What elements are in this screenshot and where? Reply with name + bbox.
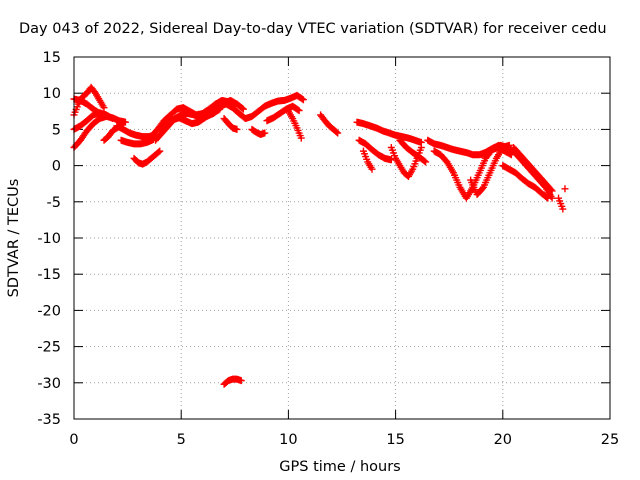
- data-track-arc-12: [209, 100, 250, 123]
- y-tick-label: -10: [37, 231, 61, 247]
- x-tick-label: 15: [386, 432, 404, 448]
- data-point: [548, 187, 556, 195]
- data-point: [238, 104, 246, 112]
- chart-title: Day 043 of 2022, Sidereal Day-to-day VTE…: [19, 21, 607, 37]
- data-point: [421, 157, 429, 165]
- data-point: [478, 185, 486, 193]
- y-tick-label: -5: [47, 195, 61, 211]
- data-point: [547, 186, 555, 194]
- y-tick-labels: 15 10 5 0 -5 -10 -15 -20 -25 -30 -35: [37, 50, 61, 428]
- plot-frame: [73, 56, 611, 420]
- data-track-arc-32: [220, 375, 245, 388]
- y-axis-label: SDTVAR / TECUs: [6, 179, 22, 298]
- y-tick-label: 10: [43, 86, 61, 102]
- data-track-arc-20: [355, 136, 395, 164]
- data-point: [544, 194, 552, 202]
- data-point: [261, 129, 269, 137]
- data-point: [109, 115, 117, 123]
- x-tick-label: 10: [279, 432, 297, 448]
- data-point: [298, 95, 306, 103]
- data-track-arc-23: [396, 136, 430, 166]
- data-point: [237, 377, 245, 385]
- data-point: [333, 128, 341, 136]
- data-track-arc-8: [130, 147, 164, 168]
- data-track-arc-17: [284, 107, 305, 142]
- data-track-arc-30: [555, 194, 567, 213]
- x-tick-label: 20: [494, 432, 512, 448]
- data-point: [561, 185, 569, 193]
- y-tick-label: -25: [37, 340, 61, 356]
- y-tick-label: -15: [37, 267, 61, 283]
- y-tick-label: -35: [37, 412, 61, 428]
- data-point: [100, 104, 108, 112]
- data-track-arc-4: [70, 95, 110, 120]
- x-tick-labels: 0 5 10 15 20 25: [69, 432, 619, 448]
- data-track-arc-21: [359, 147, 376, 173]
- y-tick-label: 15: [43, 50, 61, 66]
- data-point: [368, 165, 376, 173]
- data-point: [155, 148, 163, 156]
- data-point: [295, 107, 303, 115]
- grid-lines: [74, 57, 610, 419]
- data-point: [121, 118, 129, 126]
- x-tick-label: 0: [69, 432, 78, 448]
- y-tick-label: 5: [52, 122, 61, 138]
- data-point: [102, 112, 110, 120]
- data-point: [299, 96, 307, 104]
- y-tick-label: -30: [37, 376, 61, 392]
- data-track-arc-28: [499, 162, 552, 202]
- y-tick-label: -20: [37, 303, 61, 319]
- x-tick-label: 25: [601, 432, 619, 448]
- data-track-arc-29: [510, 144, 556, 195]
- data-point: [294, 106, 302, 114]
- data-point: [239, 105, 247, 113]
- data-track-arc-15: [248, 125, 269, 138]
- data-point: [417, 144, 425, 151]
- data-point: [543, 193, 551, 201]
- data-point: [156, 147, 164, 155]
- data-track-arc-13: [220, 115, 241, 133]
- data-points: [70, 83, 569, 388]
- x-axis-label: GPS time / hours: [279, 459, 400, 475]
- data-track-arc-18: [317, 111, 342, 137]
- data-track-arc-19: [353, 118, 425, 146]
- y-tick-label: 0: [52, 159, 61, 175]
- data-track-arc-14: [242, 91, 307, 123]
- data-track-arc-31: [561, 185, 569, 193]
- data-track-arc-22: [387, 144, 425, 180]
- data-point: [233, 125, 241, 133]
- x-tick-label: 5: [177, 432, 186, 448]
- data-point: [334, 129, 342, 137]
- data-point: [422, 158, 430, 166]
- data-point: [297, 134, 305, 142]
- data-point: [559, 205, 567, 213]
